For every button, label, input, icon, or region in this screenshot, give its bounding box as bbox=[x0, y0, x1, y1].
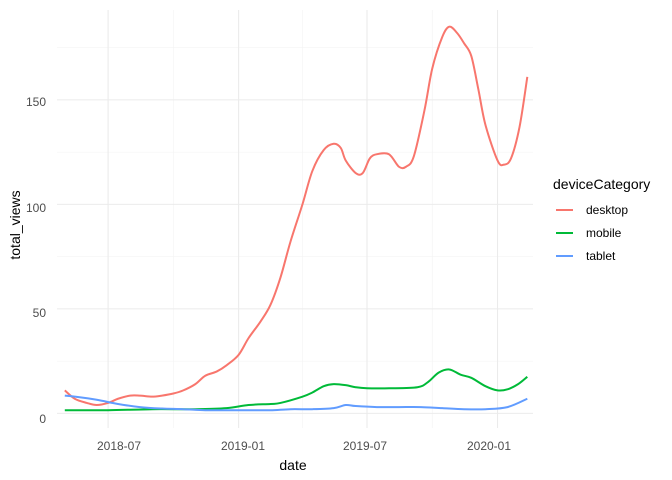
series-lines bbox=[64, 25, 529, 412]
x-tick-label: 2019-01 bbox=[221, 439, 265, 453]
y-tick-label: 150 bbox=[26, 95, 46, 109]
legend-label-desktop: desktop bbox=[586, 203, 628, 217]
series-line-tablet bbox=[64, 394, 528, 412]
y-tick-label: 100 bbox=[26, 201, 46, 215]
y-tick-label: 50 bbox=[33, 306, 47, 320]
x-axis-title: date bbox=[279, 457, 306, 473]
series-line-desktop bbox=[64, 25, 529, 407]
y-axis-title: total_views bbox=[7, 190, 23, 259]
minor-gridlines bbox=[57, 10, 533, 428]
x-tick-label: 2018-07 bbox=[97, 439, 141, 453]
legend-label-tablet: tablet bbox=[586, 249, 616, 263]
major-gridlines bbox=[57, 10, 533, 428]
y-tick-label: 0 bbox=[39, 412, 46, 426]
legend: deviceCategory desktop mobile tablet bbox=[553, 176, 650, 263]
x-tick-label: 2020-01 bbox=[467, 439, 511, 453]
x-tick-label: 2019-07 bbox=[343, 439, 387, 453]
legend-title: deviceCategory bbox=[553, 176, 650, 192]
legend-label-mobile: mobile bbox=[586, 226, 622, 240]
series-line-mobile bbox=[64, 368, 528, 412]
